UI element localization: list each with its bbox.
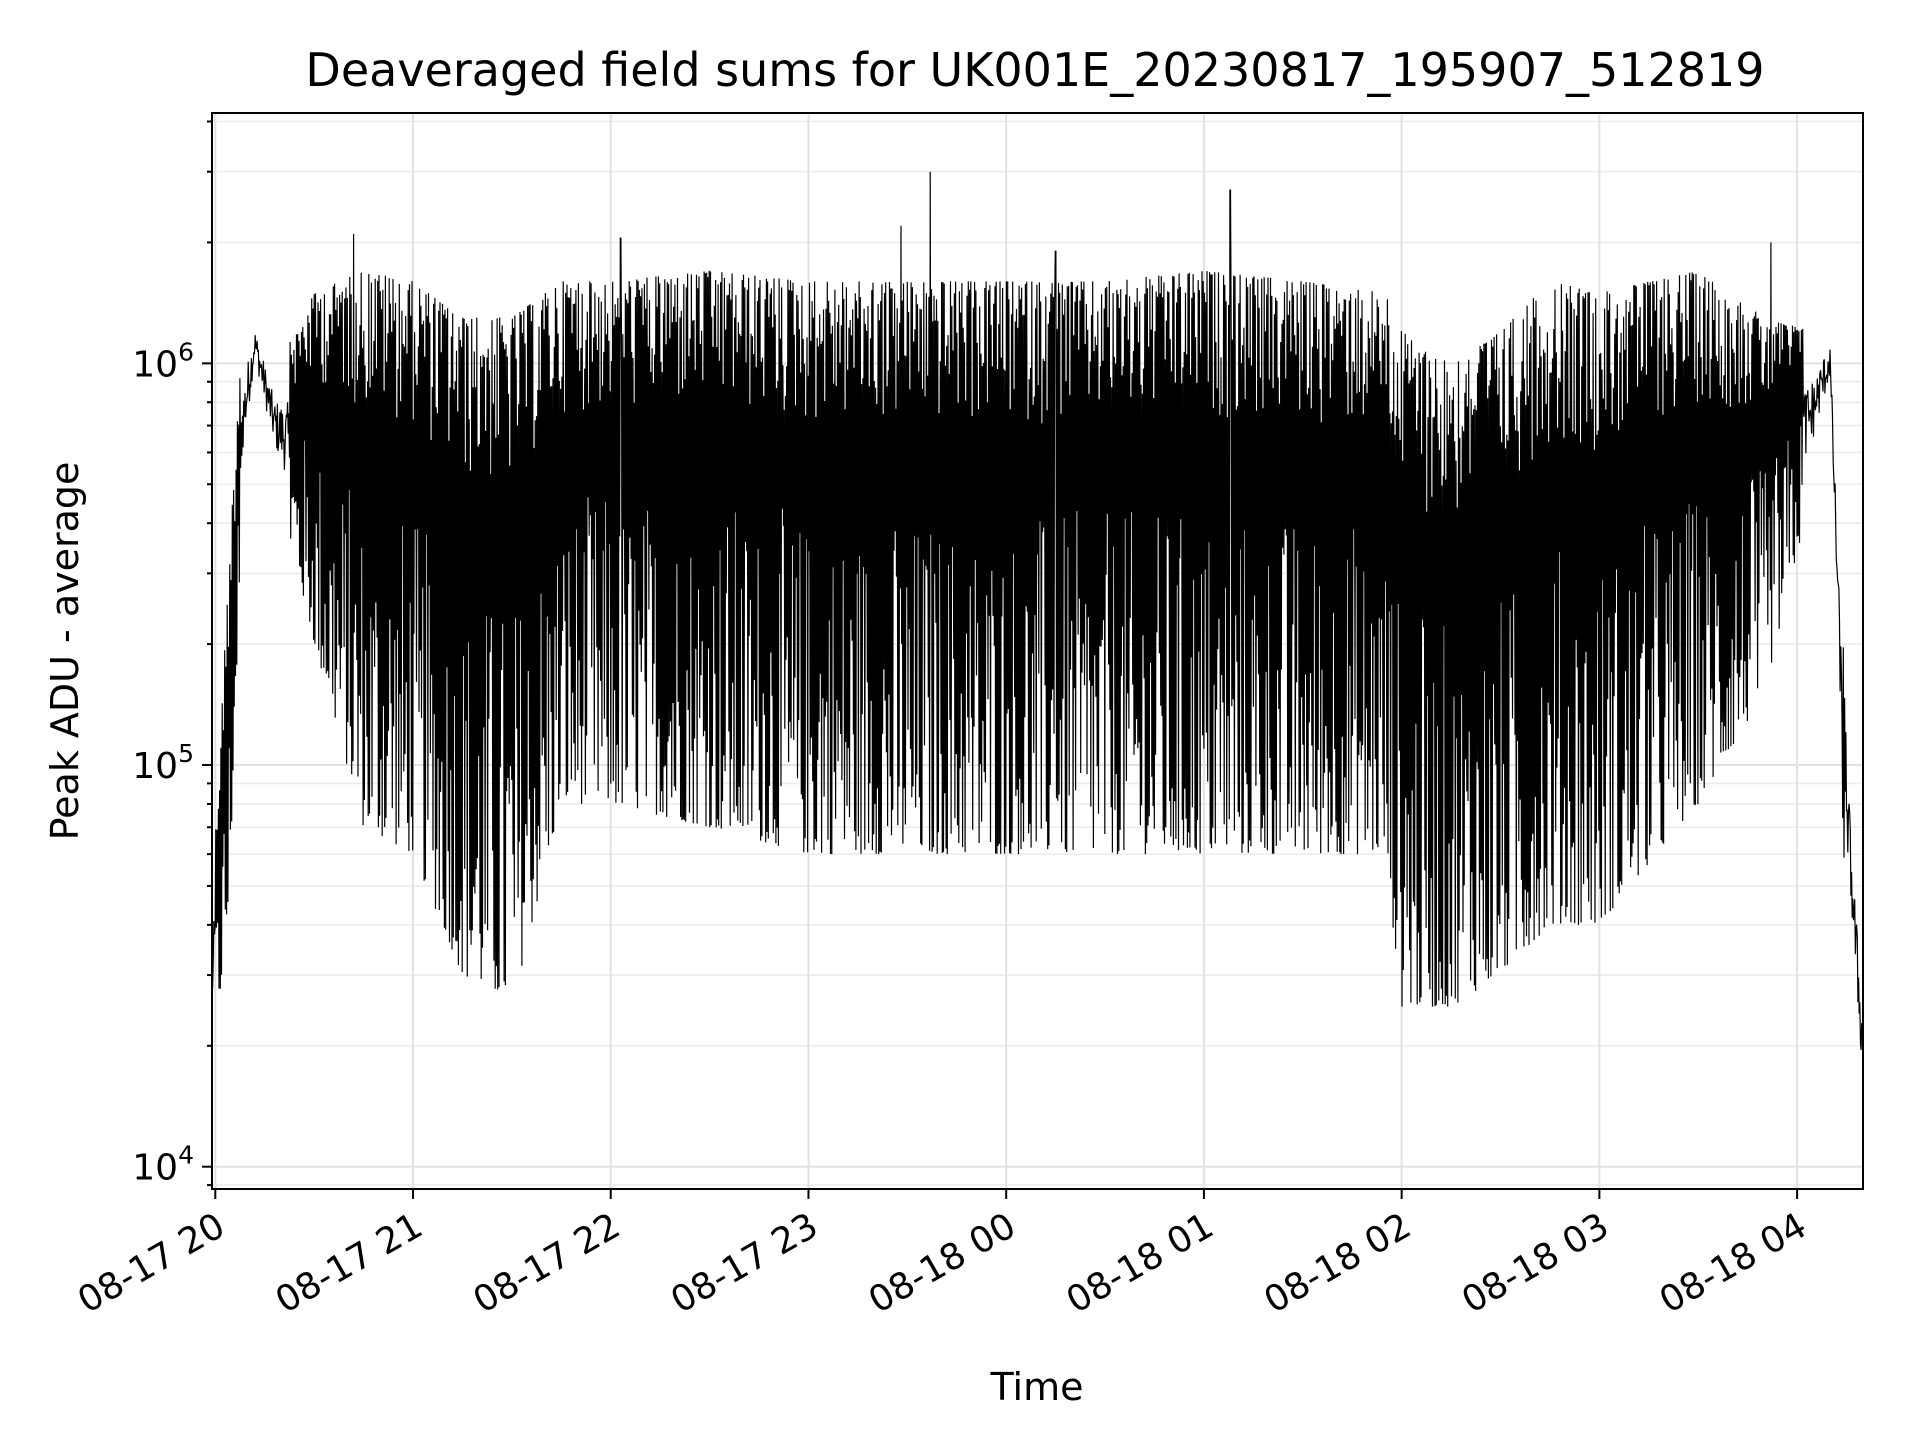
series-layer [211,171,1864,1064]
plot-frame [211,112,1864,1190]
chart-title: Deaveraged field sums for UK001E_2023081… [305,43,1764,97]
x-tick-label: 08-18 01 [1060,1205,1221,1321]
x-tick-label: 08-17 21 [269,1205,430,1321]
y-axis-label: Peak ADU - average [43,462,87,841]
x-tick-label: 08-18 02 [1257,1205,1418,1321]
y-tick-label: 105 [132,739,194,787]
y-tick-label: 104 [132,1141,194,1189]
x-tick-label: 08-17 22 [467,1205,628,1321]
x-tick-label: 08-18 03 [1455,1205,1616,1321]
x-tick-label: 08-18 00 [862,1205,1023,1321]
x-axis-label: Time [990,1365,1084,1409]
x-axis: 08-17 20 08-17 21 08-17 22 08-17 23 08-18 00… [71,1189,1814,1322]
x-tick-label: 08-18 04 [1653,1205,1814,1321]
x-tick-label: 08-17 23 [664,1205,825,1321]
y-axis: 104 105 106 [132,120,212,1189]
y-tick-label: 106 [132,337,194,385]
x-tick-label: 08-17 20 [71,1205,232,1321]
series-line [211,171,1864,1064]
